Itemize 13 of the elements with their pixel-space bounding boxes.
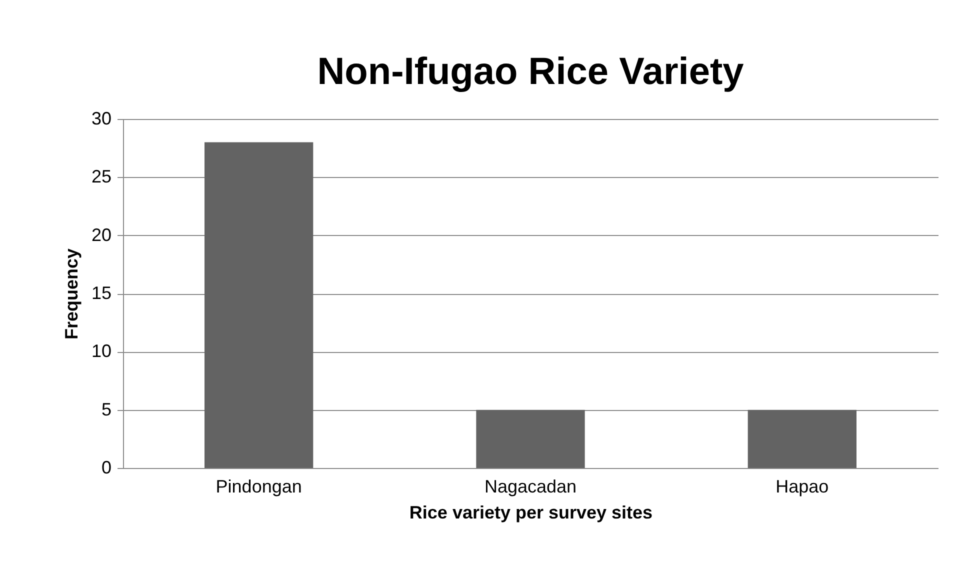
x-tick-label: Hapao <box>776 476 829 496</box>
chart-title: Non-Ifugao Rice Variety <box>317 51 744 93</box>
y-tick-label: 20 <box>91 224 112 245</box>
y-tick-label: 15 <box>91 283 112 303</box>
x-tick-label: Pindongan <box>216 476 302 496</box>
y-tick-label: 5 <box>101 399 112 420</box>
y-tick-label: 25 <box>91 166 112 187</box>
x-tick-label: Nagacadan <box>484 476 577 496</box>
y-tick-label: 30 <box>91 108 112 128</box>
y-tick-label: 0 <box>101 458 112 478</box>
x-axis-title: Rice variety per survey sites <box>409 502 653 522</box>
y-axis-title: Frequency <box>61 248 82 340</box>
y-tick-label: 10 <box>91 341 112 362</box>
